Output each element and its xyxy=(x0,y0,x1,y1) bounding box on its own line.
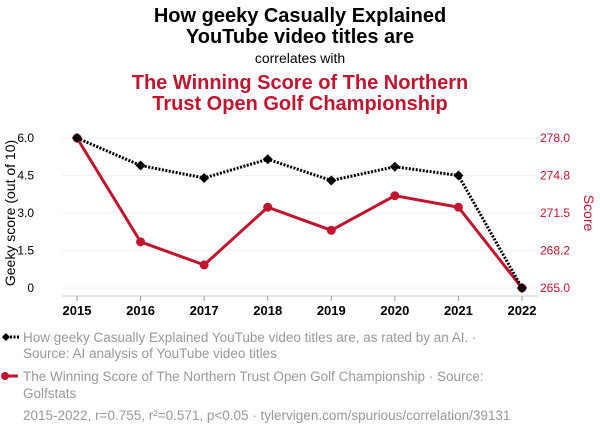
golf-series-line xyxy=(75,137,524,289)
x-ticks: 2015 2016 2017 2018 2019 2020 2021 2022 xyxy=(63,296,537,318)
chart-subtitle-line1: The Winning Score of The Northern xyxy=(132,72,468,94)
geeky-point xyxy=(199,173,210,183)
golf-point xyxy=(136,237,146,247)
x-tick-label: 2016 xyxy=(126,303,155,318)
legend-golf-line1: The Winning Score of The Northern Trust … xyxy=(23,369,483,384)
right-y-tick-label: 265.0 xyxy=(540,281,570,295)
golf-point xyxy=(199,260,209,270)
chart-subtitle-line2: Trust Open Golf Championship xyxy=(152,93,448,115)
legend-geeky-line1: How geeky Casually Explained YouTube vid… xyxy=(23,330,477,345)
connector-text: correlates with xyxy=(255,50,345,66)
x-tick-label: 2022 xyxy=(508,303,537,318)
right-y-axis-label: Score xyxy=(581,195,597,232)
gridlines xyxy=(62,137,538,289)
legend-diamond-icon xyxy=(2,333,10,341)
legend-geeky-line2: Source: AI analysis of YouTube video tit… xyxy=(23,346,277,361)
geeky-point xyxy=(262,154,273,165)
geeky-point xyxy=(389,161,400,172)
golf-point xyxy=(326,225,336,235)
x-tick-label: 2019 xyxy=(317,303,346,318)
x-tick-label: 2017 xyxy=(190,303,219,318)
right-y-tick-label: 278.0 xyxy=(540,131,570,145)
legend-golf-line2: Golfstats xyxy=(23,386,77,401)
footer-stats: 2015-2022, r=0.755, r²=0.571, p<0.05 · t… xyxy=(23,408,510,423)
legend-item-geeky: How geeky Casually Explained YouTube vid… xyxy=(2,330,477,361)
golf-point xyxy=(453,202,463,212)
left-y-tick-label: 6.0 xyxy=(17,131,34,145)
left-y-tick-label: 0 xyxy=(27,281,34,295)
right-y-tick-label: 274.8 xyxy=(540,169,570,183)
x-tick-label: 2018 xyxy=(253,303,282,318)
right-y-tick-label: 271.5 xyxy=(540,206,570,220)
x-tick-label: 2021 xyxy=(444,303,473,318)
golf-point xyxy=(390,191,400,201)
left-y-tick-label: 1.5 xyxy=(17,244,34,258)
series-group xyxy=(72,133,527,293)
golf-point xyxy=(263,202,273,212)
geeky-point xyxy=(135,160,146,171)
geeky-point xyxy=(517,283,527,293)
legend-circle-icon xyxy=(1,372,9,380)
geeky-series-line xyxy=(76,136,524,289)
left-y-tick-label: 3.0 xyxy=(17,206,34,220)
x-tick-label: 2015 xyxy=(63,303,92,318)
left-y-tick-label: 4.5 xyxy=(17,169,34,183)
right-y-ticks: 265.0 268.2 271.5 274.8 278.0 xyxy=(540,131,570,295)
right-y-tick-label: 268.2 xyxy=(540,244,570,258)
geeky-point xyxy=(453,170,464,181)
left-y-ticks: 0 1.5 3.0 4.5 6.0 xyxy=(17,131,34,295)
x-tick-label: 2020 xyxy=(380,303,409,318)
geeky-point xyxy=(72,133,82,143)
left-y-axis-label: Geeky score (out of 10) xyxy=(2,140,18,286)
chart-title-line1: How geeky Casually Explained xyxy=(154,5,446,27)
legend-item-golf: The Winning Score of The Northern Trust … xyxy=(1,369,483,401)
chart-title-line2: YouTube video titles are xyxy=(186,26,414,48)
geeky-point xyxy=(326,175,337,186)
